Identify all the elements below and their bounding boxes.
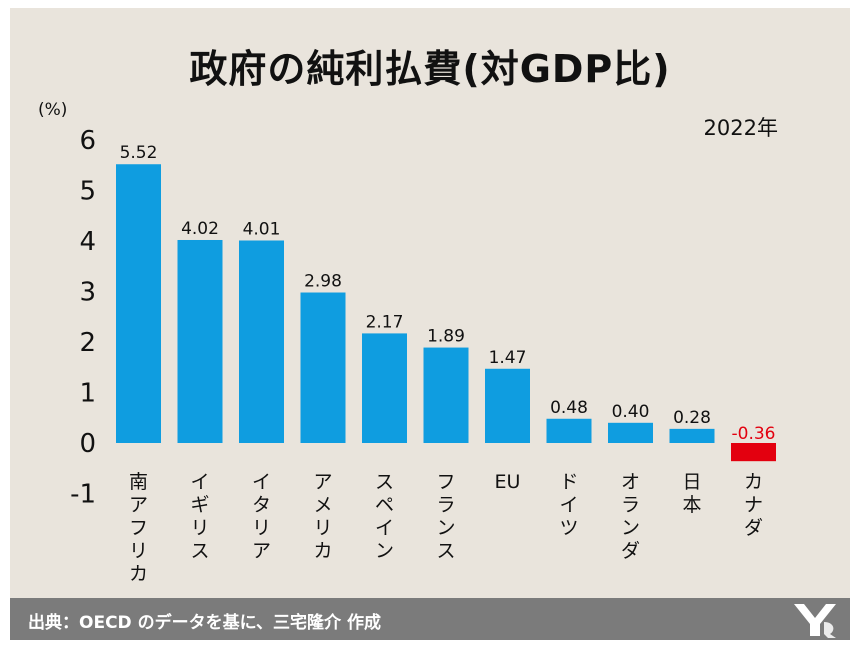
category-label: 日本 (682, 471, 701, 516)
category-label: 南アフリカ (129, 471, 148, 585)
chart-title: 政府の純利払費(対GDP比) (189, 47, 671, 91)
y-axis-ticks: 6 5 4 3 2 1 0 -1 (70, 126, 96, 510)
data-label: 0.40 (612, 402, 650, 422)
y-tick-label: 6 (79, 126, 96, 156)
y-tick-label: 3 (79, 278, 96, 308)
bar (731, 443, 776, 462)
category-label: ドイツ (559, 471, 578, 539)
bar (177, 239, 223, 443)
y-tick-label: 5 (79, 177, 96, 207)
bar (669, 428, 715, 443)
category-label: カナダ (744, 471, 763, 539)
data-label: 2.17 (366, 312, 404, 332)
bar (362, 333, 407, 443)
bar (485, 368, 530, 443)
bar (239, 240, 284, 443)
bar (608, 422, 653, 443)
category-label: EU (495, 471, 521, 493)
y-tick-label: -1 (70, 480, 96, 510)
data-label: 1.89 (427, 327, 465, 347)
year-label: 2022年 (703, 116, 778, 140)
data-label: 0.48 (550, 398, 588, 418)
data-label: 4.02 (181, 219, 219, 239)
data-label: 5.52 (120, 143, 158, 163)
y-unit-label: (%) (38, 100, 68, 120)
category-label: スペイン (375, 471, 394, 562)
bars (116, 164, 776, 462)
category-label: イギリス (190, 471, 209, 562)
category-label: オランダ (621, 471, 640, 562)
data-label: 0.28 (673, 408, 711, 428)
category-labels: 南アフリカ イギリス イタリア アメリカ スペイン フランス EU ドイツ オランダ 日本 カナダ (129, 471, 763, 585)
footer-bar: 出典：OECD のデータを基に、三宅隆介 作成 (10, 598, 850, 640)
data-label: 1.47 (489, 348, 527, 368)
source-note: 出典：OECD のデータを基に、三宅隆介 作成 (28, 613, 381, 633)
category-label: イタリア (252, 471, 271, 562)
y-tick-label: 2 (79, 328, 96, 358)
category-label: アメリカ (313, 471, 332, 562)
value-labels: 5.52 4.02 4.01 2.98 2.17 1.89 1.47 0.48 0.40 0.28… (120, 143, 776, 444)
category-label: フランス (436, 471, 455, 562)
bar (546, 418, 592, 443)
bar (423, 347, 469, 443)
y-tick-label: 4 (79, 227, 96, 257)
y-tick-label: 1 (79, 379, 96, 409)
bar-chart: 6 5 4 3 2 1 0 -1 5.52 4.02 4.01 2.98 2.17 1.89 1.47 0.… (70, 126, 776, 585)
data-label: -0.36 (732, 424, 776, 444)
bar (116, 164, 161, 444)
data-label: 4.01 (243, 219, 281, 239)
data-label: 2.98 (304, 272, 342, 292)
bar (300, 292, 346, 443)
logo-icon (794, 604, 836, 638)
y-tick-label: 0 (79, 429, 96, 459)
